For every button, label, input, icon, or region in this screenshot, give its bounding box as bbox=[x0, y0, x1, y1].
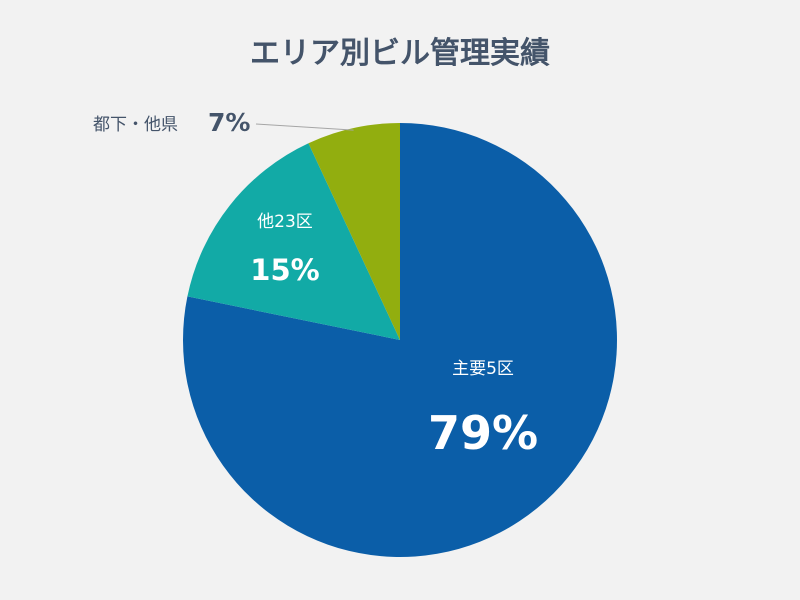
pie-slice-other23 bbox=[187, 143, 400, 340]
leader-line bbox=[255, 123, 354, 131]
slice-percent-main5: 79% bbox=[428, 406, 538, 460]
slice-labels: 主要5区 79% 他23区 15% 都下・他県 7% bbox=[93, 108, 538, 460]
chart-title: エリア別ビル管理実績 bbox=[250, 36, 550, 71]
slice-label-suburbs: 都下・他県 bbox=[93, 115, 178, 135]
slice-percent-suburbs: 7% bbox=[208, 108, 250, 137]
pie-slice-suburbs bbox=[308, 123, 400, 340]
slice-label-other23: 他23区 bbox=[257, 212, 313, 232]
slice-percent-other23: 15% bbox=[250, 253, 319, 287]
slice-label-main5: 主要5区 bbox=[452, 359, 514, 379]
pie-slice-main5 bbox=[182, 123, 617, 558]
pie-slices bbox=[182, 123, 617, 558]
